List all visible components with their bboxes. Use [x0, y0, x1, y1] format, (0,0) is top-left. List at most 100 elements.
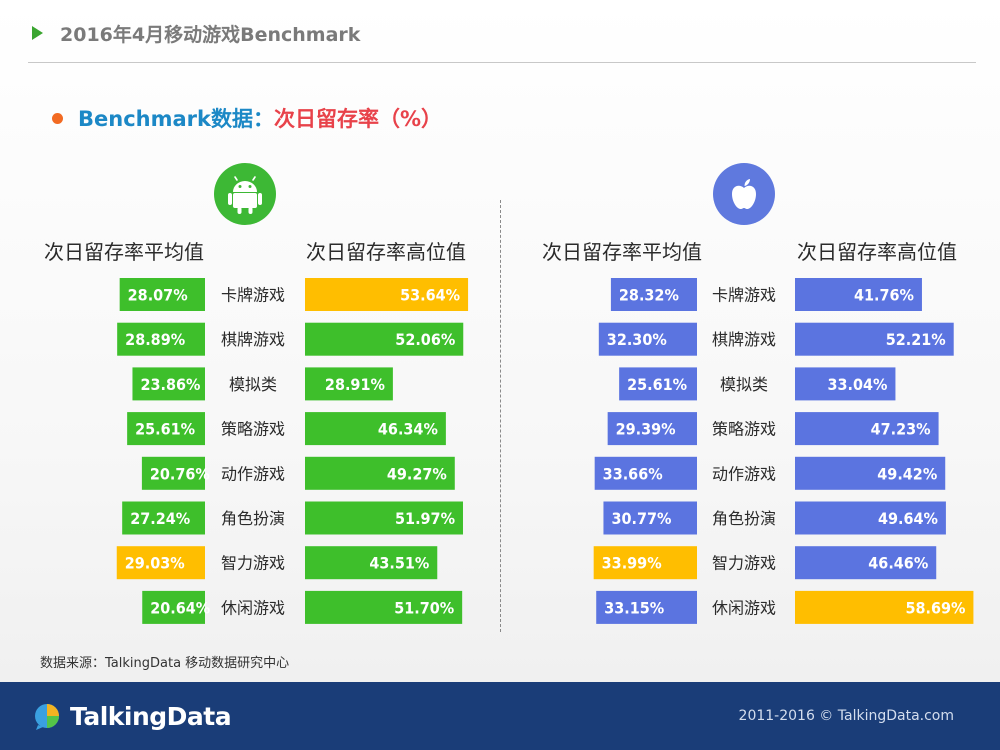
play-arrow-icon	[32, 26, 43, 40]
android-category-label: 棋牌游戏	[221, 330, 285, 349]
android-avg-header: 次日留存率平均值	[44, 240, 204, 264]
ios-high-value-label: 58.69%	[905, 598, 965, 617]
ios-high-bar	[795, 412, 939, 446]
android-avg-bar	[117, 322, 205, 356]
ios-avg-value-label: 25.61%	[627, 375, 687, 394]
ios-high-value-label: 52.21%	[886, 330, 946, 349]
footer-bar: TalkingData 2011-2016 © TalkingData.com	[0, 682, 1000, 750]
android-high-bar	[305, 278, 469, 311]
ios-high-bar	[795, 278, 922, 311]
android-avg-bar	[122, 501, 205, 535]
ios-category-label: 卡牌游戏	[712, 286, 776, 305]
ios-avg-value-label: 29.39%	[616, 420, 676, 439]
android-high-value-label: 28.91%	[325, 375, 385, 394]
apple-icon	[713, 163, 775, 225]
ios-category-label: 休闲游戏	[712, 598, 776, 617]
android-category-label: 休闲游戏	[221, 598, 285, 617]
android-category-label: 智力游戏	[221, 554, 285, 573]
ios-high-bar	[795, 456, 946, 490]
ios-avg-value-label: 33.99%	[602, 554, 662, 573]
android-avg-bar	[141, 456, 205, 490]
android-category-label: 策略游戏	[221, 420, 285, 439]
copyright-text: 2011-2016 © TalkingData.com	[738, 708, 954, 724]
ios-high-value-label: 47.23%	[871, 420, 931, 439]
android-category-label: 卡牌游戏	[221, 286, 285, 305]
platform-divider	[500, 200, 501, 632]
ios-category-label: 智力游戏	[712, 554, 776, 573]
section-title-prefix: Benchmark数据：	[78, 107, 274, 131]
ios-high-bar	[795, 590, 974, 624]
android-avg-value-label: 20.64%	[150, 598, 210, 617]
bullet-dot-icon	[52, 113, 63, 124]
ios-category-label: 动作游戏	[712, 464, 776, 483]
android-high-value-label: 49.27%	[387, 464, 447, 483]
ios-avg-header: 次日留存率平均值	[542, 240, 702, 264]
data-source-note: 数据来源：TalkingData 移动数据研究中心	[40, 656, 290, 671]
ios-high-bar	[795, 501, 946, 535]
android-avg-bar	[132, 367, 205, 401]
android-category-label: 动作游戏	[221, 464, 285, 483]
talkingdata-logo-icon	[35, 704, 59, 730]
talkingdata-logo-text: TalkingData	[70, 702, 232, 731]
ios-avg-bar	[594, 456, 697, 490]
ios-high-value-label: 49.42%	[877, 464, 937, 483]
ios-high-value-label: 46.46%	[868, 554, 928, 573]
ios-avg-value-label: 28.32%	[619, 286, 679, 305]
android-high-value-label: 43.51%	[369, 554, 429, 573]
android-icon	[214, 163, 276, 225]
android-high-value-label: 51.70%	[394, 598, 454, 617]
ios-avg-bar	[619, 367, 697, 401]
ios-high-bar	[795, 322, 954, 356]
section-title: Benchmark数据：次日留存率（%）	[78, 103, 442, 133]
ios-high-value-label: 41.76%	[854, 286, 914, 305]
android-avg-value-label: 29.03%	[125, 554, 185, 573]
android-high-value-label: 51.97%	[395, 509, 455, 528]
android-avg-bar	[142, 590, 205, 624]
android-avg-bar	[127, 412, 205, 446]
ios-avg-value-label: 32.30%	[607, 330, 667, 349]
android-avg-bar	[119, 278, 205, 311]
ios-high-bar	[795, 367, 896, 401]
ios-avg-value-label: 33.15%	[604, 598, 664, 617]
ios-avg-bar	[596, 590, 697, 624]
android-high-bar	[305, 546, 438, 580]
android-avg-value-label: 23.86%	[140, 375, 200, 394]
ios-avg-bar	[598, 322, 697, 356]
android-high-value-label: 52.06%	[395, 330, 455, 349]
android-high-bar	[305, 501, 463, 535]
android-avg-bar	[116, 546, 205, 580]
android-category-label: 角色扮演	[221, 509, 285, 528]
retention-bar-chart: 28.07% 卡牌游戏 53.64% 28.89% 棋牌游戏 52.06% 23.86% 模拟…	[116, 278, 974, 624]
ios-high-header: 次日留存率高位值	[797, 240, 957, 264]
page-title: 2016年4月移动游戏Benchmark	[60, 24, 361, 46]
ios-category-label: 策略游戏	[712, 420, 776, 439]
ios-avg-bar	[610, 278, 697, 311]
ios-category-label: 棋牌游戏	[712, 330, 776, 349]
ios-high-bar	[795, 546, 937, 580]
android-avg-value-label: 28.89%	[125, 330, 185, 349]
android-high-header: 次日留存率高位值	[306, 240, 466, 264]
android-high-bar	[305, 590, 463, 624]
ios-avg-bar	[603, 501, 697, 535]
android-high-bar	[305, 367, 393, 401]
ios-avg-value-label: 33.66%	[603, 464, 663, 483]
android-high-bar	[305, 412, 446, 446]
section-title-metric: 次日留存率（%）	[273, 107, 443, 131]
android-high-value-label: 46.34%	[378, 420, 438, 439]
android-avg-value-label: 28.07%	[128, 286, 188, 305]
ios-high-value-label: 49.64%	[878, 509, 938, 528]
android-avg-value-label: 27.24%	[130, 509, 190, 528]
android-high-value-label: 53.64%	[400, 286, 460, 305]
ios-category-label: 角色扮演	[712, 509, 776, 528]
android-high-bar	[305, 322, 464, 356]
header-divider	[28, 62, 976, 63]
ios-avg-bar	[593, 546, 697, 580]
android-high-bar	[305, 456, 455, 490]
android-avg-value-label: 20.76%	[150, 464, 210, 483]
ios-high-value-label: 33.04%	[827, 375, 887, 394]
android-category-label: 模拟类	[229, 375, 277, 394]
android-avg-value-label: 25.61%	[135, 420, 195, 439]
ios-avg-bar	[607, 412, 697, 446]
header-bar: 2016年4月移动游戏Benchmark	[0, 0, 1000, 64]
ios-category-label: 模拟类	[720, 375, 768, 394]
